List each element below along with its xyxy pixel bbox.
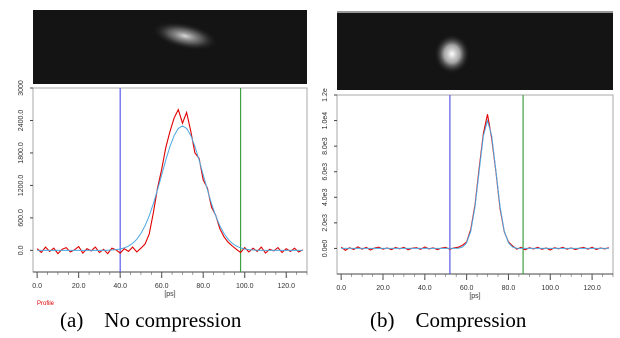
y-tick-label: 2.0e3 bbox=[322, 214, 329, 232]
profile-line bbox=[37, 125, 303, 251]
x-tick-label: 60.0 bbox=[155, 283, 169, 290]
plot-area bbox=[32, 87, 308, 273]
x-axis-label: [ps] bbox=[469, 293, 480, 300]
y-tick-label: 1.0e4 bbox=[322, 112, 329, 130]
y-tick-label: 2400.0 bbox=[18, 110, 25, 132]
y-tick-label: 0.0e0 bbox=[322, 240, 329, 258]
x-tick-label: 20.0 bbox=[72, 283, 86, 290]
streak-blob bbox=[151, 21, 219, 51]
y-tick-label: 3000 bbox=[18, 80, 25, 96]
x-tick-label: 0.0 bbox=[32, 283, 42, 290]
x-tick-label: 80.0 bbox=[196, 283, 210, 290]
streak-image bbox=[33, 10, 307, 84]
caption: (b) Compression bbox=[370, 308, 527, 332]
caption: (a) No compression bbox=[60, 308, 242, 332]
x-tick-label: 40.0 bbox=[113, 283, 127, 290]
x-tick-label: 40.0 bbox=[418, 285, 432, 292]
x-tick-label: 20.0 bbox=[376, 285, 390, 292]
x-tick-label: 100.0 bbox=[236, 283, 254, 290]
y-tick-label: 8.0e3 bbox=[322, 137, 329, 155]
y-tick-label: 6.0e3 bbox=[322, 163, 329, 181]
streak-image bbox=[337, 12, 613, 90]
x-tick-label: 120.0 bbox=[583, 285, 601, 292]
x-axis-label: [ps] bbox=[164, 291, 175, 298]
y-tick-label: 0.0 bbox=[18, 245, 25, 255]
y-tick-label: 1800.0 bbox=[18, 142, 25, 164]
y-tick-label: 1200.0 bbox=[18, 175, 25, 197]
x-tick-label: 60.0 bbox=[460, 285, 474, 292]
profile-note: Profile bbox=[37, 301, 55, 307]
y-tick-label: 1.2e bbox=[322, 88, 329, 102]
y-tick-label: 600.0 bbox=[18, 209, 25, 227]
profile-line bbox=[341, 118, 609, 249]
x-tick-label: 100.0 bbox=[542, 285, 560, 292]
streak-blob bbox=[434, 34, 470, 74]
x-tick-label: 80.0 bbox=[502, 285, 516, 292]
x-tick-label: 0.0 bbox=[336, 285, 346, 292]
plot-area bbox=[336, 94, 614, 275]
y-tick-label: 4.0e3 bbox=[322, 188, 329, 206]
x-tick-label: 120.0 bbox=[277, 283, 295, 290]
